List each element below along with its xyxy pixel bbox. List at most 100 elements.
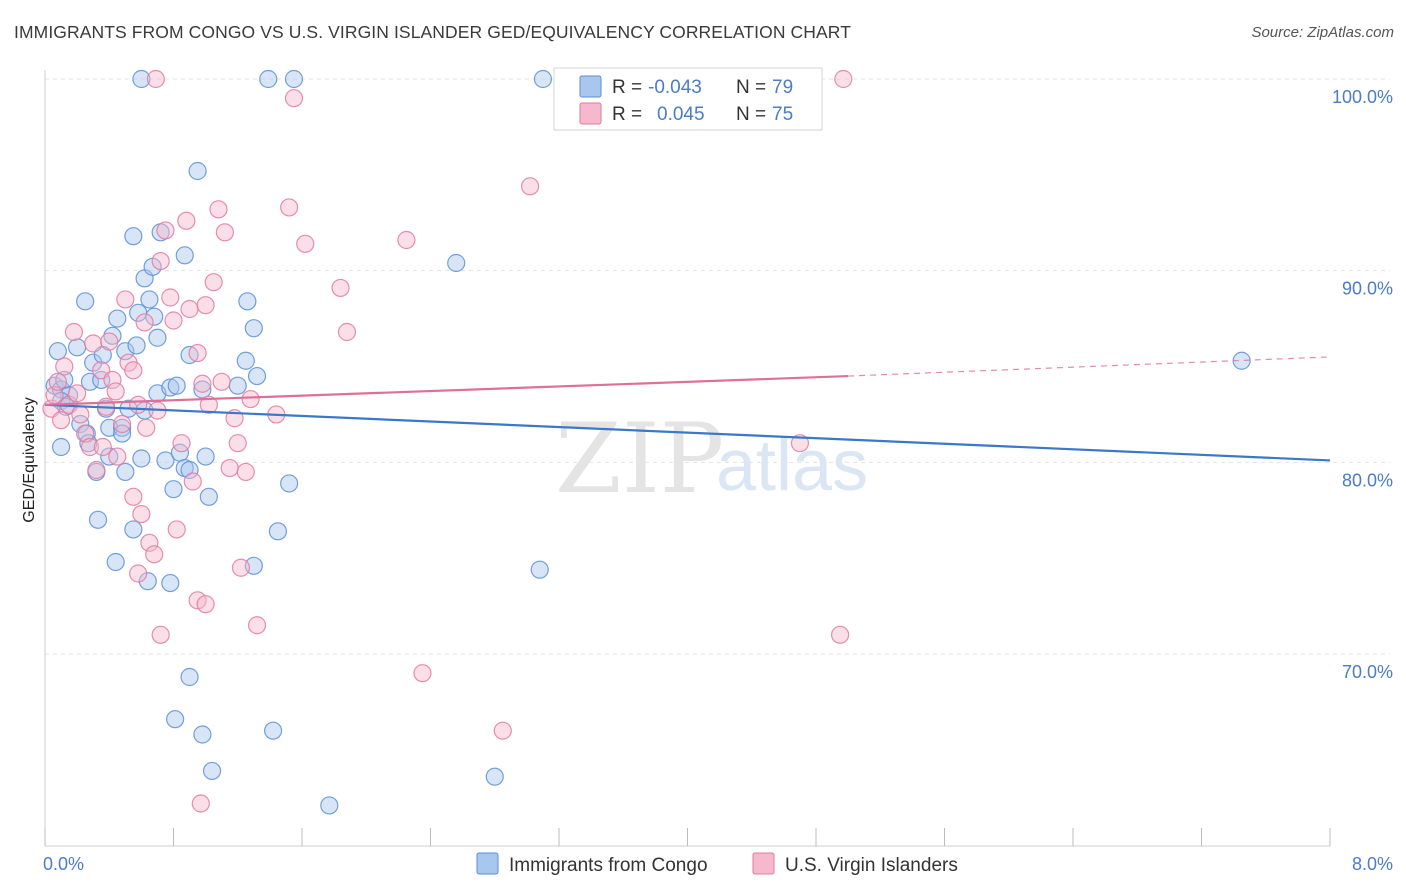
congo-point [447,253,466,273]
vi-point [397,230,416,250]
congo-point [112,418,132,437]
congo-point [88,510,108,529]
vi-point [164,311,183,330]
legend-congo-r-value: -0.043 [648,77,702,98]
series-legend: Immigrants from Congo U.S. Virgin Island… [476,852,958,876]
congo-point [180,460,199,480]
watermark: ZIP atlas [555,403,868,515]
congo-point [199,487,218,506]
congo-point [236,351,255,370]
vi-point [183,472,202,491]
congo-point [247,366,267,386]
vi-point [116,290,135,309]
vi-point [48,372,67,391]
congo-point [138,572,157,591]
legend-vi-r-label: R = [612,104,642,125]
y-axis-label: GED/Equivalency [21,397,38,522]
vi-point [55,357,74,376]
trend-line-vi [44,374,849,406]
x-tick-labels: 0.0% 8.0% [43,854,1393,874]
congo-point [530,560,549,579]
congo-point [263,721,283,740]
vi-point [161,288,180,307]
legend-vi-r-value: 0.045 [657,104,705,125]
congo-point [175,246,194,265]
vi-point [196,595,215,614]
vi-point [199,395,218,414]
congo-point [193,380,212,399]
y-tick-label: 70.0% [1342,662,1393,682]
congo-point [140,290,159,309]
congo-point [116,462,135,482]
legend-congo-r-label: R = [612,77,642,98]
vi-point [146,69,165,89]
vi-point [132,504,151,524]
watermark-zip: ZIP [555,403,724,515]
congo-point [284,69,304,89]
congo-point [244,319,263,338]
bottom-legend-congo-label: Immigrants from Congo [509,855,708,876]
legend-vi-n-label: N = [736,104,766,125]
congo-point [193,725,212,744]
congo-point [180,667,199,687]
chart-title: IMMIGRANTS FROM CONGO VS U.S. VIRGIN ISL… [14,22,851,42]
vi-point [212,372,231,391]
congo-point [112,424,132,443]
bottom-legend-swatch-congo [476,852,499,875]
vi-point [209,200,228,219]
series-congo-points [45,69,1251,815]
legend-congo-n-value: 79 [772,77,793,98]
congo-point [167,376,186,395]
vi-point [790,434,810,453]
y-tick-label: 80.0% [1342,470,1393,490]
trend-line-vi-extension [848,356,1331,377]
vi-point [106,382,125,401]
gridlines [45,78,1390,655]
y-tick-labels: 70.0% 80.0% 90.0% 100.0% [1332,87,1393,682]
bottom-legend-vi-label: U.S. Virgin Islanders [785,855,958,876]
vi-point [241,389,260,409]
congo-point [188,161,207,181]
vi-point [80,437,100,457]
congo-point [280,474,299,493]
vi-point [156,221,175,240]
congo-point [132,449,151,468]
vi-point [231,558,251,577]
congo-point [103,326,122,345]
vi-point [196,296,215,315]
bottom-legend-swatch-vi [752,852,775,875]
congo-point [259,69,278,89]
vi-point [64,322,84,342]
vi-point [124,361,143,380]
axes [44,70,1331,847]
congo-point [161,573,180,593]
vi-point [140,533,159,552]
vi-point [135,313,154,332]
congo-point [71,414,90,434]
legend-swatch-vi [579,102,602,125]
vi-point [76,424,95,443]
congo-point [320,796,339,815]
congo-point [228,376,247,395]
vi-point [337,322,357,342]
vi-point [284,89,304,108]
vi-point [228,434,247,453]
vi-point [215,223,234,242]
vi-point [188,343,207,363]
series-vi-points [42,69,853,813]
congo-point [48,342,67,361]
vi-point [834,69,853,89]
congo-point [116,342,135,361]
vi-point [87,460,106,480]
vi-point [68,384,87,403]
vi-point [204,273,223,292]
x-tick-label-max: 8.0% [1352,854,1393,874]
trend-line-congo [44,403,1331,462]
vi-point [145,545,164,564]
congo-point [485,767,504,786]
vi-point [296,234,315,253]
y-tick-label: 90.0% [1342,279,1393,299]
y-tick-label: 100.0% [1332,87,1393,107]
source-credit: Source: ZipAtlas.com [1251,24,1394,41]
congo-point [108,309,127,328]
